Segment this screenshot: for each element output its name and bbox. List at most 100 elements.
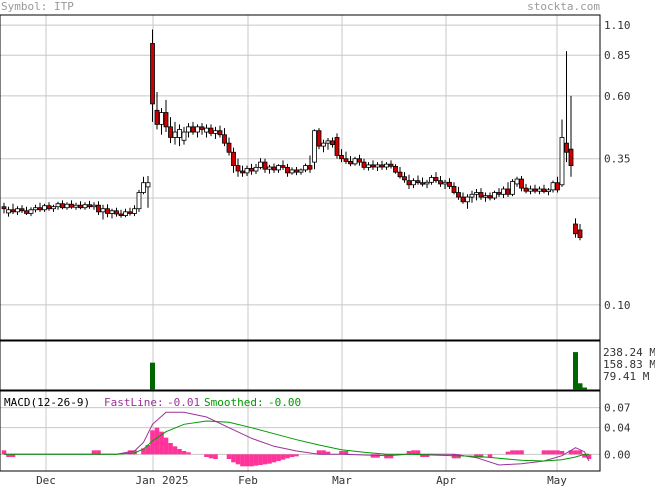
macd-histogram-bar (132, 450, 137, 455)
candle-body (559, 137, 565, 186)
macd-histogram-bar (451, 454, 457, 459)
candle-body (573, 223, 578, 235)
macd-title: MACD(12-26-9) (4, 396, 90, 409)
candle-body (240, 170, 245, 174)
candle-body (438, 180, 443, 185)
candle-body (55, 203, 61, 208)
candle-body (249, 168, 254, 172)
x-tick-label: Dec (36, 474, 56, 486)
candle-body (523, 187, 529, 192)
macd-histogram-bar (316, 450, 322, 455)
candle-body (271, 166, 277, 171)
macd-histogram-bar (375, 454, 380, 458)
candle-body (276, 165, 281, 171)
candle-body (312, 130, 317, 163)
candle-body (172, 131, 178, 138)
macd-histogram-bar (280, 454, 286, 460)
macd-histogram-bar (285, 454, 290, 459)
candle-body (213, 130, 218, 134)
candle-body (514, 178, 520, 185)
candle-body (109, 210, 115, 214)
candle-body (397, 171, 403, 178)
volume-axis: 238.24 M 158.83 M 79.41 M (603, 346, 655, 383)
candle-body (402, 176, 407, 181)
candle-body (217, 130, 223, 136)
macd-tick-label: 0.04 (604, 422, 631, 435)
macd-histogram-bar (258, 454, 263, 465)
candle-body (483, 195, 488, 198)
price-tick-label: 0.60 (604, 90, 631, 103)
macd-histogram-bar (321, 450, 326, 455)
macd-histogram-bar (204, 454, 209, 457)
candle-body (100, 208, 106, 213)
macd-histogram-bar (573, 450, 578, 455)
macd-histogram-bar (555, 450, 560, 455)
candle-body (492, 192, 497, 199)
candle-body (235, 165, 241, 172)
candle-body (15, 208, 20, 213)
candle-body (388, 163, 394, 167)
candle-body (325, 140, 331, 144)
macd-histogram-bar (91, 450, 97, 455)
candle-body (361, 161, 367, 168)
symbol-label: Symbol: ITP (1, 0, 74, 13)
macd-histogram-bar (163, 437, 169, 455)
candle-body (262, 161, 268, 170)
candle-body (33, 207, 38, 211)
candle-body (87, 204, 92, 208)
macd-histogram-bar (226, 454, 232, 459)
candle-body (307, 165, 313, 170)
macd-histogram-bar (294, 454, 299, 457)
macd-histogram-bar (249, 454, 254, 467)
candle-body (343, 158, 349, 162)
candle-body (339, 155, 344, 160)
candle-body (208, 127, 214, 134)
volume-tick-label: 79.41 M (603, 370, 650, 383)
macd-histogram-bar (586, 454, 592, 459)
macd-tick-label: 0.07 (604, 402, 631, 415)
candle-body (82, 204, 88, 209)
smoothed-label: Smoothed: (204, 396, 264, 409)
volume-bar (573, 352, 578, 390)
volume-bar (577, 383, 583, 390)
candle-body (190, 126, 196, 133)
candle-body (168, 126, 173, 138)
candle-body (73, 204, 79, 208)
candle-body (379, 164, 385, 168)
macd-histogram-bar (514, 450, 520, 455)
macd-histogram-bar (154, 427, 160, 455)
macd-axis: 0.07 0.04 0.00 (604, 402, 631, 462)
macd-histogram-bar (325, 451, 331, 455)
macd-histogram-bar (141, 448, 146, 455)
candle-body (370, 164, 376, 168)
price-tick-label: 0.35 (604, 153, 631, 166)
candle-body (136, 192, 142, 210)
volume-bar (150, 362, 155, 390)
candle-body (433, 177, 439, 182)
macd-histogram-bar (6, 454, 11, 457)
macd-histogram-bar (546, 450, 551, 455)
volume-tick-label: 238.24 M (603, 346, 655, 359)
candle-body (42, 205, 47, 211)
macd-histogram-bar (208, 454, 214, 459)
volume-tick-label: 158.83 M (603, 358, 655, 371)
candle-body (163, 112, 169, 128)
candle-body (78, 204, 83, 209)
candle-body (222, 134, 227, 144)
price-tick-label: 0.85 (604, 49, 631, 62)
candle-body (28, 209, 34, 214)
candle-body (330, 140, 335, 146)
candle-body (568, 148, 574, 166)
candle-body (532, 188, 538, 192)
macd-histogram-bar (550, 450, 556, 455)
candle-body (384, 163, 389, 168)
macd-histogram-bar (213, 454, 218, 459)
macd-histogram-bar (186, 452, 191, 455)
volume-panel-frame (0, 340, 601, 391)
candle-body (577, 229, 583, 239)
smoothed-value: -0.00 (268, 396, 301, 409)
candle-body (469, 193, 475, 198)
candle-body (564, 142, 569, 153)
candle-body (357, 158, 362, 163)
